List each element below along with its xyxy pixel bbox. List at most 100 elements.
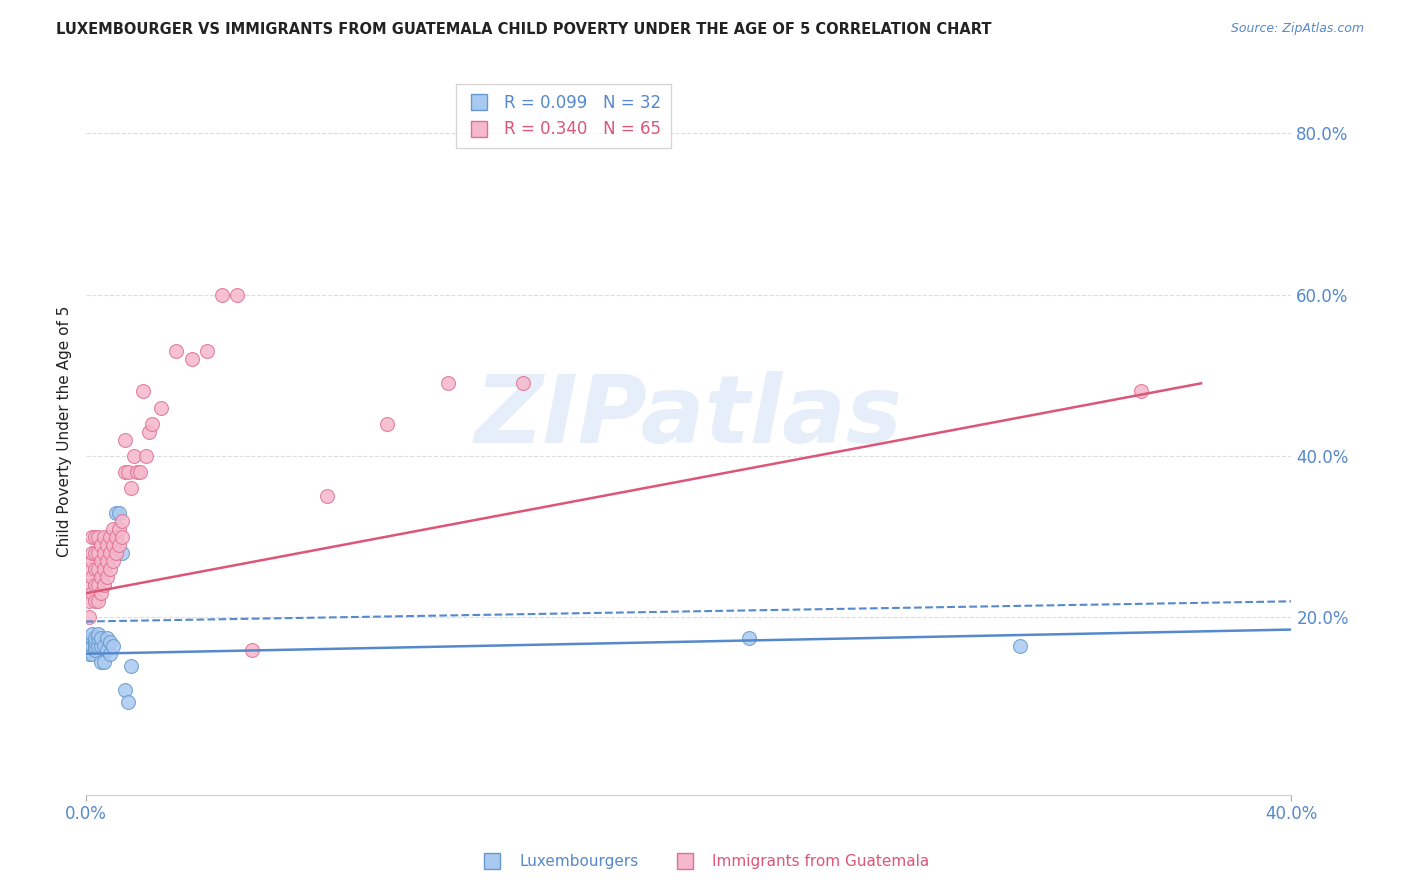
Point [1010, 639, 1032, 653]
Point [77, 594, 100, 608]
Point [93, 546, 115, 560]
Point [82, 554, 104, 568]
Point [93, 562, 115, 576]
Point [103, 554, 125, 568]
Point [84, 631, 107, 645]
Point [120, 659, 142, 673]
Point [77, 610, 100, 624]
Point [93, 639, 115, 653]
Point [98, 647, 121, 661]
Text: LUXEMBOURGER VS IMMIGRANTS FROM GUATEMALA CHILD POVERTY UNDER THE AGE OF 5 CORRE: LUXEMBOURGER VS IMMIGRANTS FROM GUATEMAL… [56, 22, 991, 37]
Point [90, 639, 112, 653]
Point [195, 344, 218, 359]
Point [87, 639, 110, 653]
Point [108, 538, 131, 552]
Point [124, 449, 146, 463]
Point [138, 425, 160, 439]
Point [377, 417, 399, 431]
Point [436, 376, 458, 391]
Point [87, 562, 110, 576]
Point [738, 631, 761, 645]
Point [211, 287, 233, 301]
Point [90, 655, 112, 669]
Point [82, 570, 104, 584]
Point [225, 287, 247, 301]
Point [96, 538, 118, 552]
Point [87, 578, 110, 592]
Point [87, 530, 110, 544]
Point [1129, 384, 1152, 399]
Point [77, 634, 100, 648]
Point [166, 344, 188, 359]
Point [82, 639, 104, 653]
Point [98, 530, 121, 544]
Point [111, 546, 134, 560]
Point [96, 570, 118, 584]
Point [82, 647, 104, 661]
Point [114, 683, 136, 698]
Legend: Luxembourgers, Immigrants from Guatemala: Luxembourgers, Immigrants from Guatemala [471, 848, 935, 875]
Point [84, 639, 107, 653]
Point [141, 417, 163, 431]
Point [90, 554, 112, 568]
Point [84, 562, 107, 576]
Point [84, 634, 107, 648]
Point [240, 642, 263, 657]
Point [150, 401, 173, 415]
Point [77, 647, 100, 661]
Point [127, 465, 149, 479]
Point [129, 465, 152, 479]
Point [105, 506, 128, 520]
Point [87, 546, 110, 560]
Point [87, 594, 110, 608]
Point [108, 506, 131, 520]
Point [117, 695, 139, 709]
Point [77, 642, 100, 657]
Point [84, 546, 107, 560]
Point [114, 433, 136, 447]
Point [98, 546, 121, 560]
Point [84, 578, 107, 592]
Point [77, 562, 100, 576]
Point [98, 562, 121, 576]
Point [180, 352, 202, 367]
Text: Source: ZipAtlas.com: Source: ZipAtlas.com [1230, 22, 1364, 36]
Point [105, 530, 128, 544]
Point [132, 384, 155, 399]
Point [96, 554, 118, 568]
Y-axis label: Child Poverty Under the Age of 5: Child Poverty Under the Age of 5 [58, 306, 72, 558]
Point [93, 530, 115, 544]
Point [77, 578, 100, 592]
Point [135, 449, 157, 463]
Point [87, 631, 110, 645]
Point [105, 546, 128, 560]
Point [111, 530, 134, 544]
Point [84, 594, 107, 608]
Point [87, 626, 110, 640]
Point [93, 578, 115, 592]
Point [90, 538, 112, 552]
Point [111, 514, 134, 528]
Point [103, 522, 125, 536]
Text: ZIPatlas: ZIPatlas [475, 371, 903, 463]
Point [93, 655, 115, 669]
Point [512, 376, 534, 391]
Point [114, 465, 136, 479]
Point [108, 522, 131, 536]
Point [98, 634, 121, 648]
Point [120, 481, 142, 495]
Point [84, 530, 107, 544]
Point [96, 642, 118, 657]
Point [90, 631, 112, 645]
Point [90, 586, 112, 600]
Point [103, 538, 125, 552]
Point [82, 530, 104, 544]
Point [82, 626, 104, 640]
Legend: R = 0.099   N = 32, R = 0.340   N = 65: R = 0.099 N = 32, R = 0.340 N = 65 [456, 84, 672, 148]
Point [82, 631, 104, 645]
Point [84, 642, 107, 657]
Point [82, 546, 104, 560]
Point [103, 639, 125, 653]
Point [316, 489, 339, 503]
Point [90, 570, 112, 584]
